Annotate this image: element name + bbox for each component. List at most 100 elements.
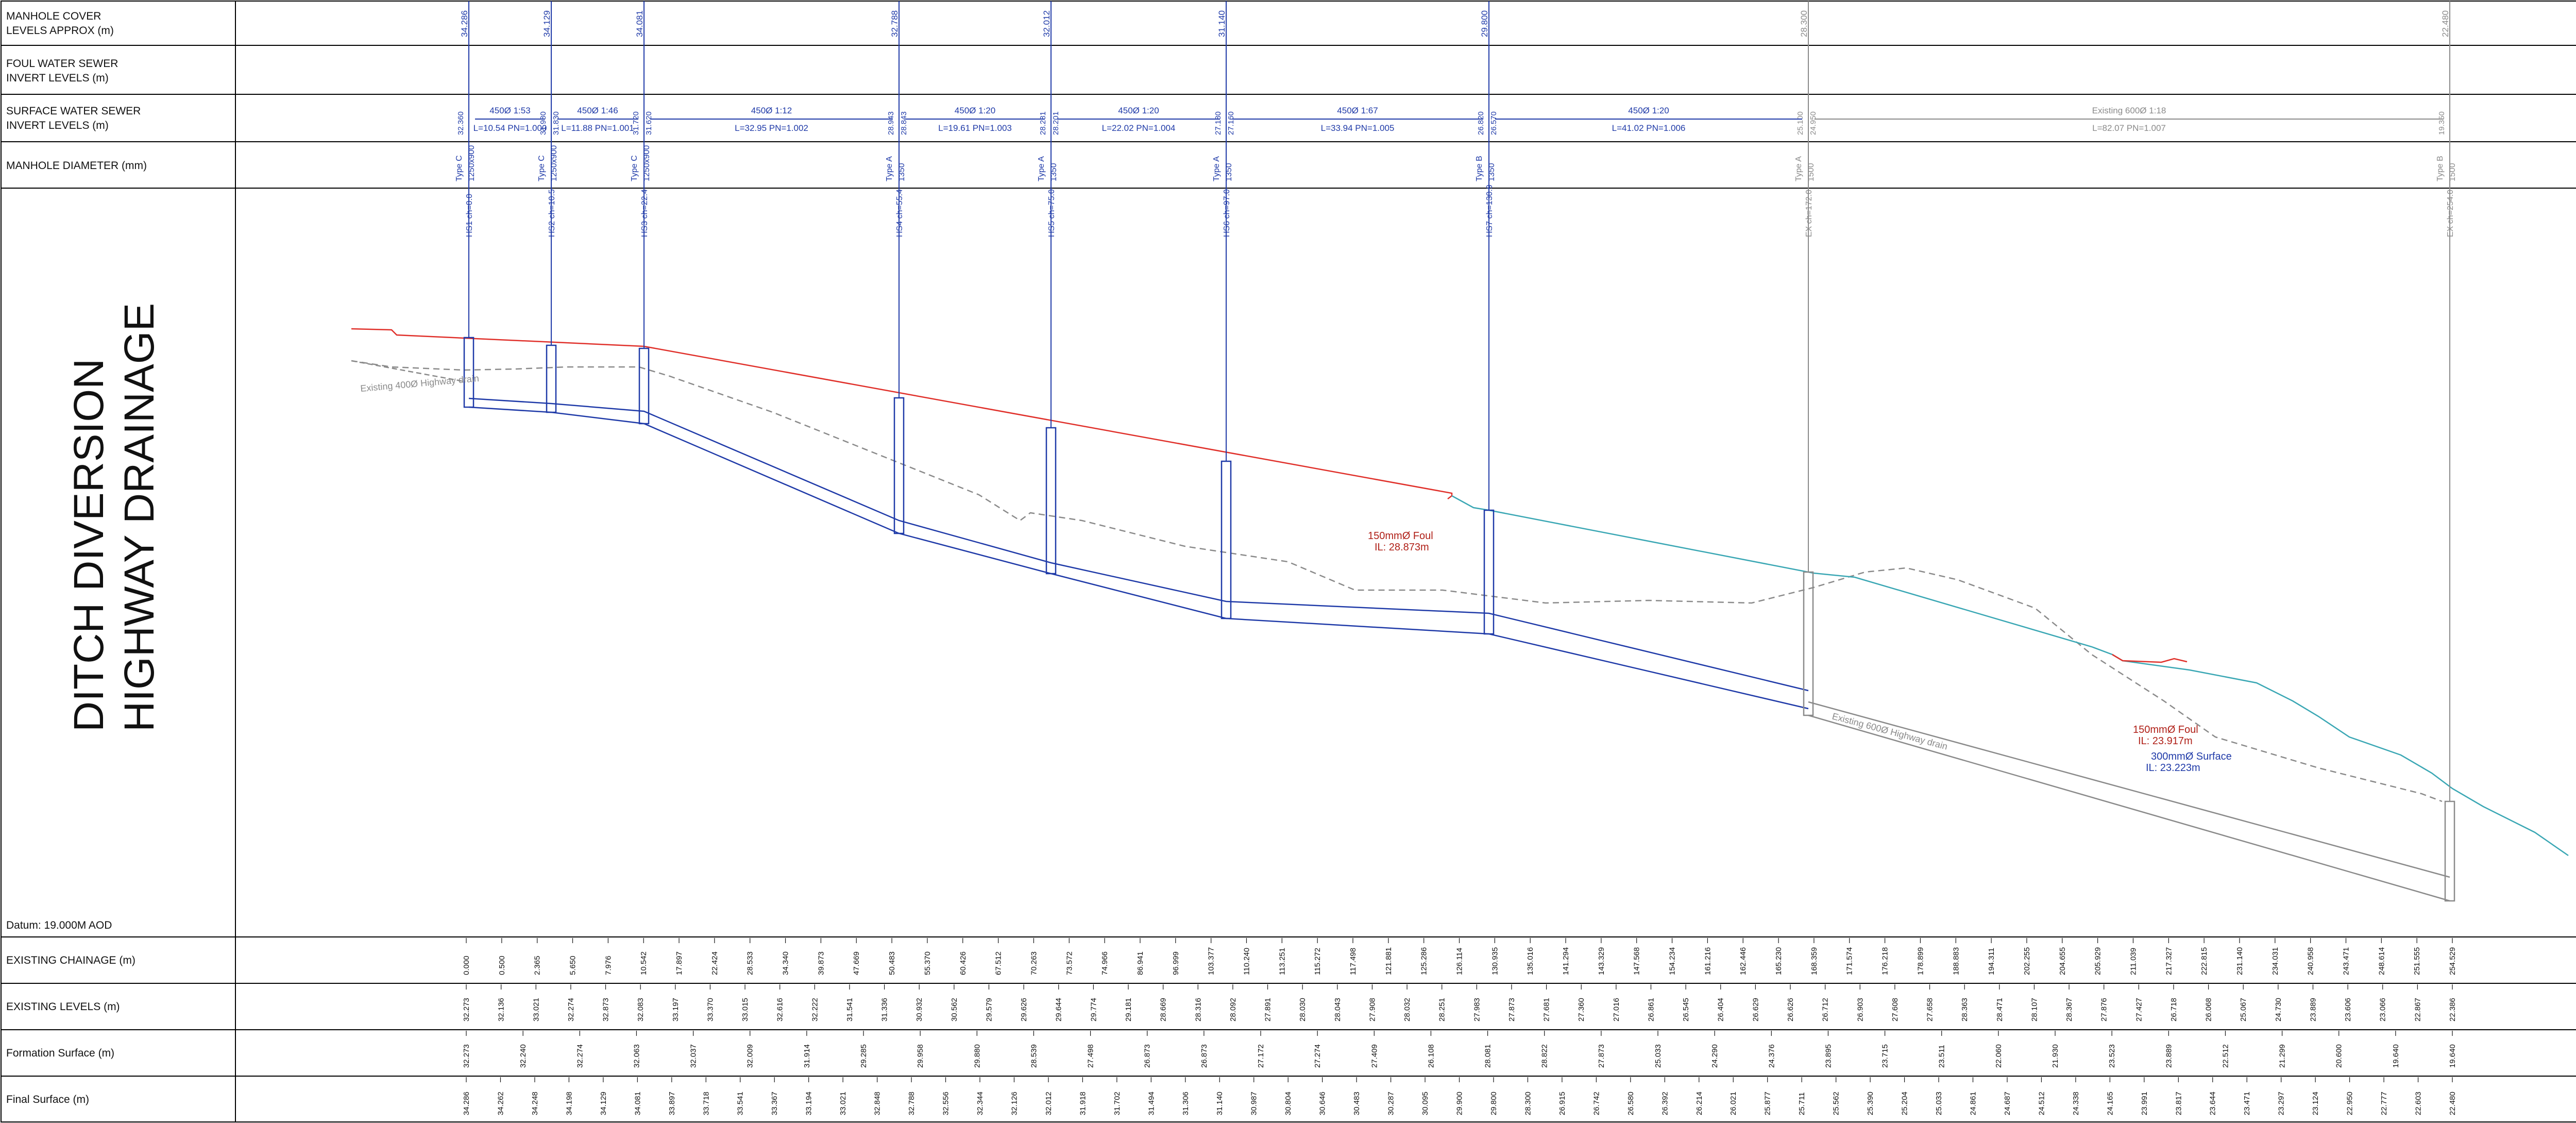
pipe-info: L=82.07 PN=1.007 [2092,123,2166,133]
row-label-surface-1: SURFACE WATER SEWER [6,105,141,117]
pipe-4: 450Ø 1:20 L=19.61 PN=1.003 [905,106,1045,133]
row-final-value: 29.900 [1455,1092,1464,1115]
formation-surface-values: 32.273 32.240 32.274 32.063 32.037 32.009 31.9… [462,1031,2457,1068]
row-existing-value: 32.222 [810,998,819,1021]
row-formation-value: 32.037 [689,1044,698,1068]
manhole-size: 1350 [897,163,906,181]
manhole-type: Type C [630,155,639,181]
row-final-value: 33.021 [839,1092,848,1115]
manhole-invert-out: 31.830 [552,111,561,135]
row-final-value: 25.562 [1832,1092,1841,1115]
row-final-value: 34.248 [531,1092,539,1115]
row-final-value: 32.788 [907,1092,916,1115]
row-existing-value: 26.629 [1751,998,1760,1021]
surface-1-label: 300mmØ Surface [2151,751,2232,762]
existing-drain-400-line [351,360,464,382]
manhole-1: 34.286 32.360 Type C 1250x900 HS1 ch=0.0 [455,1,476,408]
row-final-value: 24.687 [2003,1092,2012,1115]
row-label-cover-2: LEVELS APPROX (m) [6,25,114,37]
row-existing-value: 28.043 [1333,998,1342,1021]
manhole-cover-level: 31.140 [1217,10,1227,37]
pipe-invert-line [468,406,1809,710]
row-formation-value: 26.108 [1427,1044,1435,1068]
row-final-value: 25.877 [1764,1092,1772,1115]
row-final-value: 34.081 [633,1092,642,1115]
manhole-size: 1350 [1487,163,1496,181]
row-formation-value: 32.274 [575,1044,584,1068]
pipe-spec: Existing 600Ø 1:18 [2092,106,2166,115]
pipe-7: 450Ø 1:20 L=41.02 PN=1.006 [1495,106,1802,133]
row-existing-value: 27.983 [1472,998,1481,1021]
row-final-value: 34.198 [565,1092,573,1115]
row-existing-value: 28.471 [1995,998,2004,1021]
row-existing-value: 29.626 [1020,998,1028,1021]
manhole-reference: HS1 ch=0.0 [465,194,474,237]
row-existing-value: 27.873 [1507,998,1516,1021]
drawing-title: DITCH DIVERSION HIGHWAY DRAINAGE [65,303,163,732]
manhole-size: 1350 [1049,163,1058,181]
manhole-chamber [1221,460,1232,619]
row-existing-value: 26.068 [2205,998,2213,1021]
row-final-value: 26.580 [1626,1092,1635,1115]
row-formation-value: 32.009 [746,1044,755,1068]
pipe-spec: 450Ø 1:12 [751,106,792,115]
row-final-value: 34.262 [496,1092,505,1115]
row-formation-value: 29.285 [859,1044,868,1068]
row-chainage-value: 115.272 [1313,948,1322,975]
row-existing-value: 29.579 [985,998,993,1021]
row-final-value: 33.194 [805,1092,814,1115]
row-chainage-value: 162.446 [1739,947,1748,975]
row-formation-value: 32.240 [519,1044,528,1068]
row-existing-value: 24.730 [2274,998,2283,1021]
proposed-pipe-run [468,397,1809,710]
row-chainage-value: 0.500 [498,956,506,975]
row-existing-value: 27.681 [1543,998,1551,1021]
row-final-value: 23.124 [2311,1092,2320,1115]
row-existing-value: 32.083 [636,998,645,1021]
manhole-6: 31.140 27.180 27.160 Type A 1350 HS6 ch=97.0 [1212,1,1235,619]
row-chainage-value: 211.039 [2129,948,2138,975]
row-final-value: 31.494 [1147,1092,1156,1115]
row-chainage-value: 188.883 [1952,947,1960,975]
row-label-foul-2: INVERT LEVELS (m) [6,72,109,84]
manhole-cover-level: 32.012 [1042,10,1052,37]
manhole-chamber [463,337,474,408]
row-formation-value: 23.889 [2164,1044,2173,1068]
foul-2-level: IL: 23.917m [2138,735,2193,747]
manhole-type: Type C [537,155,546,181]
manhole-invert-out: 28.843 [900,111,908,135]
manhole-invert-out: 24.950 [1809,111,1818,135]
row-existing-value: 26.626 [1786,998,1795,1021]
row-chainage-value: 17.897 [675,951,684,975]
row-formation-value: 19.640 [2448,1044,2457,1068]
row-chainage-value: 171.574 [1845,947,1854,975]
row-existing-value: 32.873 [602,998,611,1021]
existing-pipe-invert [1808,714,2450,902]
row-final-value: 23.644 [2209,1092,2217,1115]
row-formation-value: 24.290 [1710,1044,1719,1068]
row-formation-value: 27.873 [1597,1044,1606,1068]
manhole-size: 1350 [1225,163,1233,181]
manhole-reference: EX ch=254.0 [2446,190,2455,237]
row-formation-value: 29.880 [973,1044,981,1068]
row-chainage-value: 5.650 [569,956,578,975]
row-chainage-value: 73.572 [1065,951,1074,975]
row-existing-value: 26.404 [1717,998,1725,1021]
row-existing-value: 28.367 [2065,998,2074,1021]
row-final-value: 24.512 [2037,1092,2046,1115]
pipe-3: 450Ø 1:12 L=32.95 PN=1.002 [650,106,893,133]
existing-pipe-soffit [1808,701,2450,878]
row-chainage-value: 234.031 [2271,947,2280,975]
row-formation-value: 24.376 [1767,1044,1776,1068]
row-final-value: 22.480 [2448,1092,2457,1115]
row-chainage-value: 7.976 [604,956,613,975]
row-existing-value: 28.251 [1438,998,1447,1021]
manhole-invert-out: 27.160 [1227,111,1235,135]
row-existing-value: 28.092 [1229,998,1238,1021]
row-final-value: 26.214 [1695,1092,1704,1115]
row-chainage-value: 231.140 [2235,947,2244,975]
row-final-value: 30.483 [1352,1092,1361,1115]
pipe-spec: 450Ø 1:46 [577,106,618,115]
manhole-reference: HS4 ch=55.4 [895,189,904,237]
row-existing-value: 27.891 [1264,998,1273,1021]
